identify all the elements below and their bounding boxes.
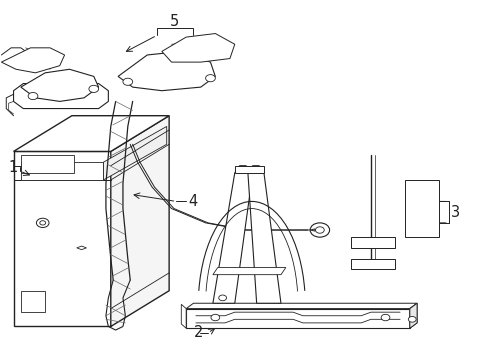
Circle shape — [380, 314, 389, 321]
Circle shape — [40, 221, 45, 225]
Circle shape — [192, 47, 209, 60]
Polygon shape — [103, 126, 166, 180]
Circle shape — [36, 218, 49, 228]
Circle shape — [158, 75, 175, 88]
Polygon shape — [14, 116, 169, 152]
Circle shape — [162, 78, 171, 85]
Circle shape — [55, 89, 64, 96]
Polygon shape — [111, 116, 169, 327]
Circle shape — [210, 314, 219, 321]
Polygon shape — [21, 162, 103, 180]
Polygon shape — [247, 166, 281, 303]
Circle shape — [205, 75, 215, 82]
Circle shape — [51, 86, 68, 99]
Polygon shape — [212, 267, 285, 275]
Circle shape — [28, 93, 38, 100]
Polygon shape — [21, 155, 74, 173]
Polygon shape — [181, 304, 186, 328]
Text: 3: 3 — [450, 204, 459, 220]
Polygon shape — [21, 69, 99, 102]
Text: 5: 5 — [169, 14, 178, 28]
Circle shape — [407, 316, 415, 322]
Polygon shape — [21, 291, 45, 312]
Polygon shape — [409, 303, 416, 328]
Polygon shape — [162, 33, 234, 62]
Circle shape — [89, 85, 99, 93]
Circle shape — [315, 227, 324, 233]
Text: 4: 4 — [188, 194, 198, 209]
Polygon shape — [351, 237, 394, 248]
Polygon shape — [186, 303, 416, 309]
Polygon shape — [234, 166, 264, 173]
Circle shape — [196, 50, 204, 57]
Polygon shape — [1, 48, 64, 73]
Polygon shape — [309, 229, 314, 231]
Circle shape — [309, 223, 329, 237]
Polygon shape — [77, 246, 86, 249]
Circle shape — [218, 295, 226, 301]
Polygon shape — [118, 51, 215, 91]
Polygon shape — [212, 166, 252, 303]
Polygon shape — [186, 309, 409, 328]
Circle shape — [122, 78, 132, 85]
Polygon shape — [404, 180, 438, 237]
Polygon shape — [351, 258, 394, 269]
Polygon shape — [14, 152, 111, 327]
Polygon shape — [14, 84, 108, 109]
Polygon shape — [409, 303, 416, 328]
Text: 2: 2 — [193, 325, 203, 341]
Text: 1: 1 — [9, 160, 18, 175]
